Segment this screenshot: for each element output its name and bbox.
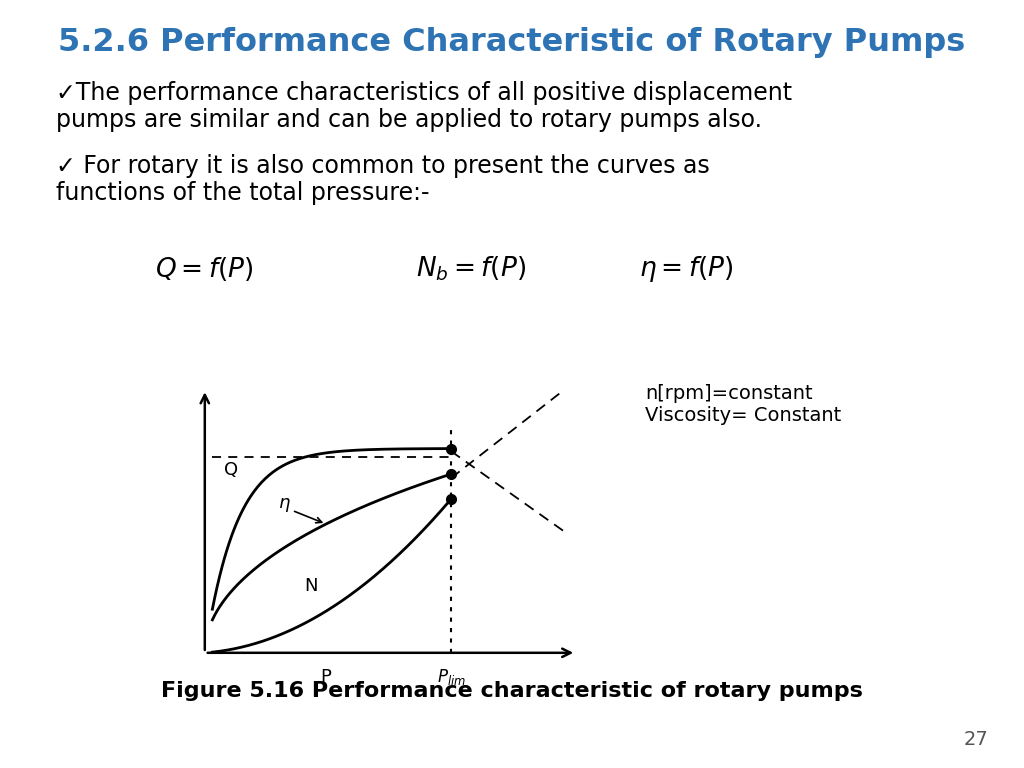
Text: $Q = f(P)$: $Q = f(P)$	[156, 255, 254, 283]
Text: $N_{b} = f(P)$: $N_{b} = f(P)$	[416, 254, 526, 283]
Text: $\eta = f(P)$: $\eta = f(P)$	[639, 253, 733, 284]
Text: $P_{lim}$: $P_{lim}$	[436, 667, 466, 687]
Text: ✓The performance characteristics of all positive displacement
pumps are similar : ✓The performance characteristics of all …	[56, 81, 793, 132]
Text: P: P	[321, 668, 332, 686]
Text: Figure 5.16 Performance characteristic of rotary pumps: Figure 5.16 Performance characteristic o…	[161, 681, 863, 701]
Text: n[rpm]=constant
Viscosity= Constant: n[rpm]=constant Viscosity= Constant	[645, 384, 842, 425]
Text: Q: Q	[224, 461, 238, 479]
Text: 5.2.6 Performance Characteristic of Rotary Pumps: 5.2.6 Performance Characteristic of Rota…	[58, 27, 966, 58]
Text: $\eta$: $\eta$	[278, 496, 291, 514]
Text: ✓ For rotary it is also common to present the curves as
functions of the total p: ✓ For rotary it is also common to presen…	[56, 154, 710, 205]
Text: N: N	[304, 577, 317, 594]
Text: 27: 27	[964, 730, 988, 749]
